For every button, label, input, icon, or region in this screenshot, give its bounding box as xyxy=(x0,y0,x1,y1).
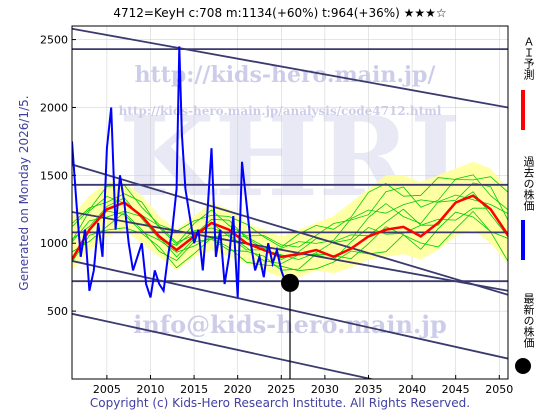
y-tick-label: 2500 xyxy=(40,34,68,47)
band-line xyxy=(71,174,509,248)
latest-marker xyxy=(281,273,299,379)
x-tick-label: 2040 xyxy=(398,383,426,396)
band-line xyxy=(71,210,509,272)
x-tick-label: 2030 xyxy=(311,383,339,396)
x-axis-ticks: 2005 2010 2015 2020 2025 2030 2035 2040 2045 2050 xyxy=(93,375,513,396)
chart-title: 4712=KeyH c:708 m:1134(+60%) t:964(+36%)… xyxy=(113,6,447,20)
x-tick-label: 2020 xyxy=(224,383,252,396)
legend-latest-label: 最新の株価 xyxy=(522,292,535,348)
x-tick-label: 2015 xyxy=(180,383,208,396)
trend-line xyxy=(72,27,508,109)
copyright-footer: Copyright (c) Kids-Hero Research Institu… xyxy=(89,396,471,410)
legend-past-swatch xyxy=(521,220,525,260)
band-line xyxy=(71,182,509,249)
series-ai-line xyxy=(72,194,508,261)
trend-line xyxy=(72,163,508,296)
legend-ai-swatch xyxy=(521,90,525,130)
series-lines xyxy=(72,46,508,298)
series-past-line xyxy=(72,46,287,298)
x-tick-label: 2050 xyxy=(485,383,513,396)
y-axis-ticks: 500 1000 1500 2000 2500 xyxy=(40,34,76,318)
trend-line xyxy=(72,211,508,292)
y-tick-label: 500 xyxy=(47,305,68,318)
x-tick-label: 2045 xyxy=(442,383,470,396)
band-line xyxy=(71,176,509,248)
y-tick-label: 2000 xyxy=(40,101,68,114)
latest-point xyxy=(281,273,299,292)
watermark-analysis-url: http://kids-hero.main.jp/analysis/code47… xyxy=(119,104,442,118)
plot-frame xyxy=(71,25,509,380)
band-fill xyxy=(72,161,508,278)
legend-latest-marker xyxy=(515,358,531,374)
legend-ai-label: ＡＩ予測 xyxy=(522,35,535,80)
x-tick-label: 2025 xyxy=(267,383,295,396)
legend-past-label: 過去の株価 xyxy=(522,155,535,211)
watermark-url: http://kids-hero.main.jp/ xyxy=(135,62,437,88)
x-tick-label: 2010 xyxy=(136,383,164,396)
y-tick-label: 1000 xyxy=(40,237,68,250)
x-tick-label: 2035 xyxy=(354,383,382,396)
x-tick-label: 2005 xyxy=(93,383,121,396)
y-tick-label: 1500 xyxy=(40,169,68,182)
